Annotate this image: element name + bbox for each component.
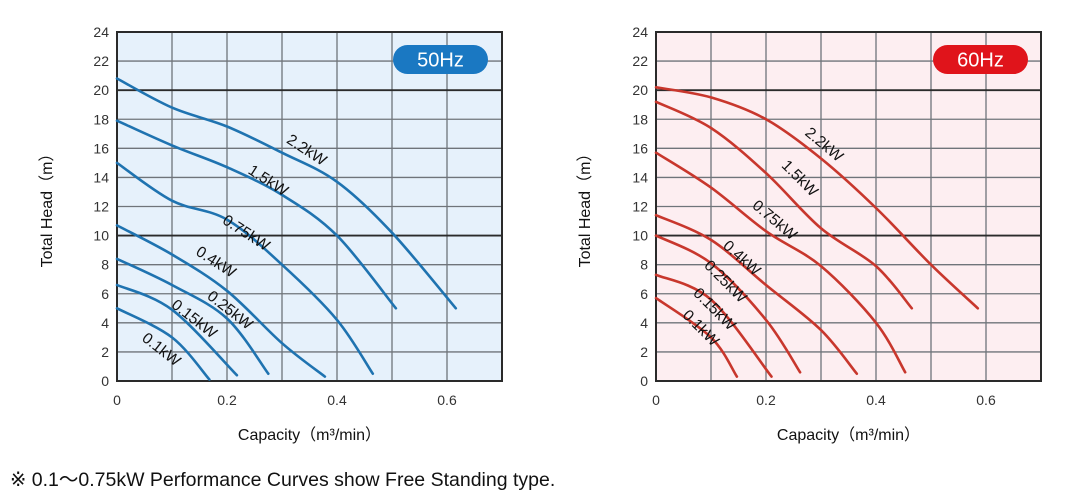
curve-0.25kW [654, 234, 802, 374]
y-tick-label: 6 [101, 286, 109, 302]
y-tick-label: 10 [632, 228, 648, 244]
curve-0.1kW [654, 296, 739, 378]
y-tick-label: 12 [93, 199, 109, 215]
x-tick-label: 0 [113, 392, 121, 408]
y-tick-label: 0 [640, 373, 648, 389]
y-axis-label: Total Head（m） [576, 146, 594, 268]
y-tick-label: 8 [101, 257, 109, 273]
curve-0.25kW [115, 257, 270, 375]
y-tick-label: 24 [93, 24, 109, 40]
curve-2.2kW [115, 77, 458, 310]
curve-0.4kW [654, 213, 859, 375]
y-tick-label: 6 [640, 286, 648, 302]
y-tick-label: 20 [632, 82, 648, 98]
y-tick-label: 20 [93, 82, 109, 98]
y-tick-label: 4 [101, 315, 109, 331]
y-tick-label: 2 [101, 344, 109, 360]
y-tick-label: 10 [93, 228, 109, 244]
x-axis-label: Capacity（m³/min） [777, 426, 920, 444]
y-tick-label: 0 [101, 373, 109, 389]
y-tick-label: 16 [93, 140, 109, 156]
series-group [115, 77, 458, 381]
y-tick-label: 14 [93, 169, 109, 185]
y-tick-label: 18 [632, 111, 648, 127]
y-tick-label: 12 [632, 199, 648, 215]
x-tick-label: 0.6 [976, 392, 996, 408]
x-tick-label: 0.4 [866, 392, 886, 408]
y-tick-label: 16 [632, 140, 648, 156]
frequency-badge [933, 45, 1028, 74]
y-tick-label: 14 [632, 169, 648, 185]
y-tick-label: 22 [93, 53, 109, 69]
grid [656, 32, 1041, 381]
curve-1.5kW [115, 119, 398, 310]
y-axis-label: Total Head（m） [38, 146, 56, 268]
y-tick-label: 2 [640, 344, 648, 360]
plot-frame [655, 31, 1042, 382]
frequency-badge-label: 60Hz [957, 50, 1004, 72]
curve-0.15kW [115, 283, 239, 377]
x-tick-label: 0.6 [437, 392, 457, 408]
curve-0.75kW [115, 161, 375, 375]
plot-frame [116, 31, 503, 382]
curve-0.1kW [115, 307, 211, 381]
frequency-badge-label: 50Hz [417, 50, 464, 72]
curve-0.15kW [654, 273, 773, 378]
y-tick-label: 22 [632, 53, 648, 69]
y-tick-label: 18 [93, 111, 109, 127]
footnote: ※ 0.1～0.75kW Performance Curves show Fre… [10, 469, 556, 491]
x-tick-label: 0.4 [327, 392, 347, 408]
curve-0.75kW [654, 151, 907, 374]
curve-2.2kW [654, 86, 980, 310]
curve-1.5kW [654, 100, 914, 310]
x-tick-label: 0 [652, 392, 660, 408]
x-tick-label: 0.2 [756, 392, 776, 408]
frequency-badge [393, 45, 488, 74]
curve-0.4kW [115, 224, 327, 378]
y-tick-label: 4 [640, 315, 648, 331]
y-tick-label: 24 [632, 24, 648, 40]
x-axis-label: Capacity（m³/min） [238, 426, 381, 444]
y-tick-label: 8 [640, 257, 648, 273]
x-tick-label: 0.2 [217, 392, 237, 408]
series-group [654, 86, 980, 378]
grid [117, 32, 502, 381]
